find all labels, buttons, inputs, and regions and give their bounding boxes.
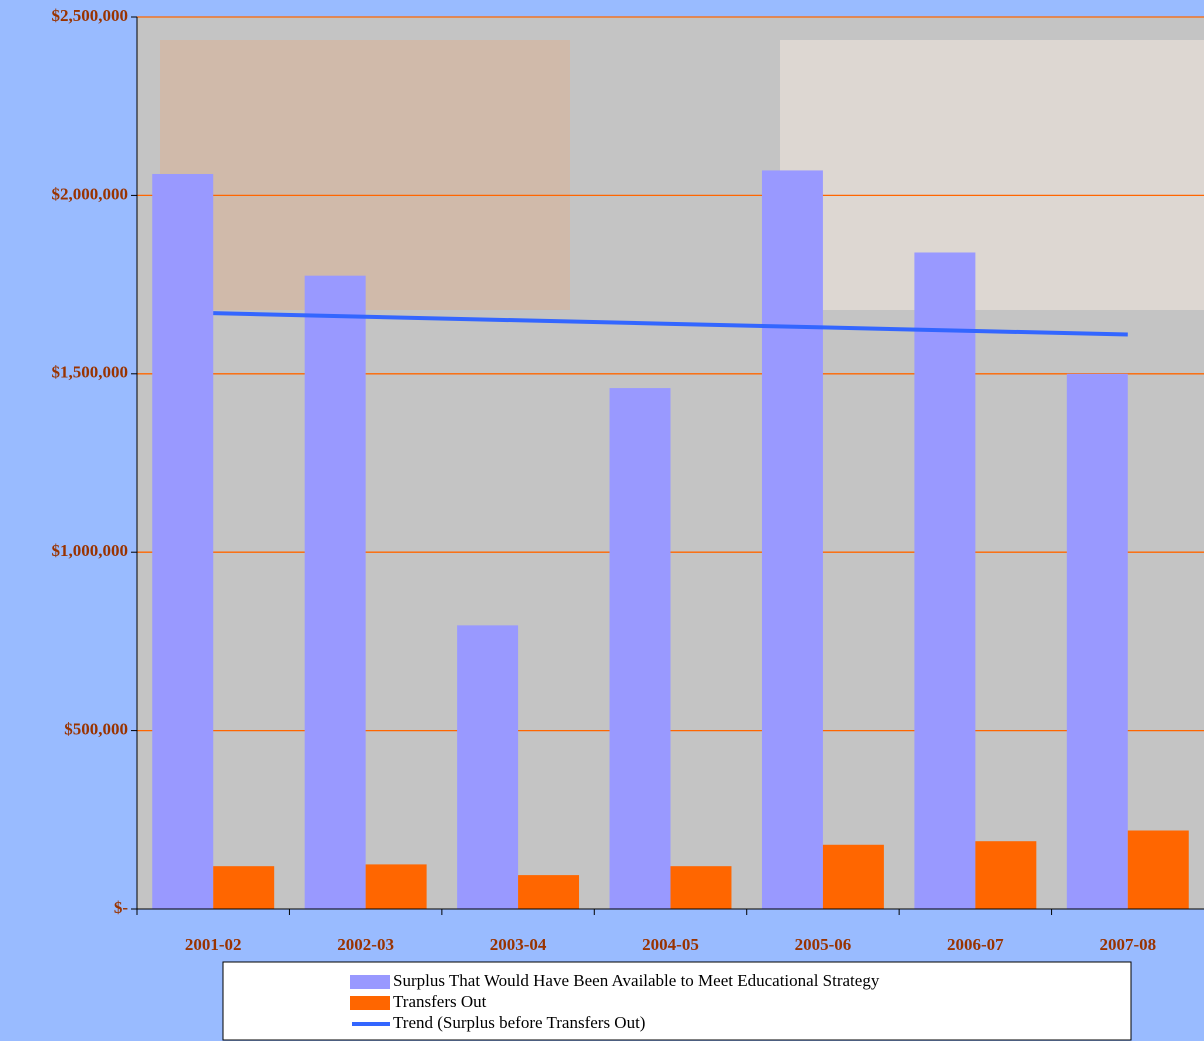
bar	[304, 275, 366, 909]
x-tick-label: 2001-02	[185, 935, 242, 954]
bar	[761, 170, 823, 909]
bar	[914, 252, 976, 909]
x-tick-label: 2002-03	[337, 935, 394, 954]
backdrop-image	[780, 40, 1204, 310]
backdrop-image	[160, 40, 570, 310]
x-tick-label: 2005-06	[795, 935, 852, 954]
y-tick-label: $500,000	[64, 720, 128, 739]
x-tick-label: 2004-05	[642, 935, 699, 954]
legend-swatch	[350, 996, 390, 1010]
bar	[365, 864, 427, 909]
y-tick-label: $1,000,000	[52, 541, 129, 560]
x-tick-label: 2006-07	[947, 935, 1004, 954]
legend-label: Trend (Surplus before Transfers Out)	[393, 1013, 645, 1032]
legend-label: Transfers Out	[393, 992, 487, 1011]
bar	[1066, 373, 1128, 909]
bar	[609, 388, 671, 909]
bar	[457, 625, 519, 909]
marks	[152, 170, 1189, 909]
x-tick-label: 2007-08	[1099, 935, 1156, 954]
y-tick-label: $2,000,000	[52, 184, 129, 203]
bar	[518, 875, 580, 909]
bar	[822, 844, 884, 909]
y-tick-label: $1,500,000	[52, 363, 129, 382]
bar	[975, 841, 1037, 909]
y-tick-label: $2,500,000	[52, 6, 129, 25]
legend-swatch	[350, 975, 390, 989]
x-tick-label: 2003-04	[490, 935, 547, 954]
legend-label: Surplus That Would Have Been Available t…	[393, 971, 880, 990]
bar	[152, 173, 214, 909]
bar	[213, 866, 275, 909]
legend-entries: Surplus That Would Have Been Available t…	[350, 971, 880, 1032]
y-tick-label: $-	[114, 898, 129, 917]
bar	[1127, 830, 1189, 909]
trend-line	[213, 311, 1128, 337]
bar	[670, 866, 732, 909]
